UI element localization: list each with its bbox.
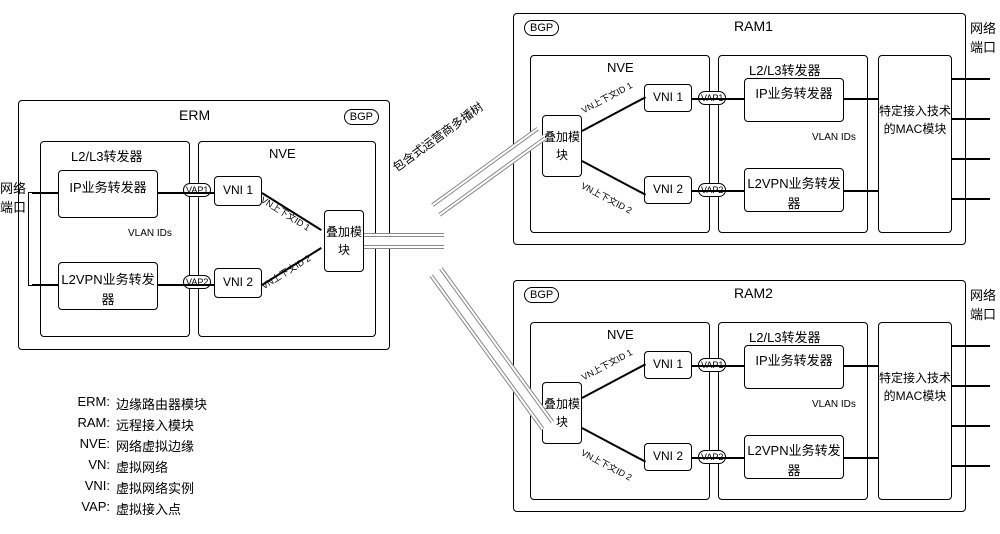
legend-vap: VAP:虚拟接入点 xyxy=(60,499,207,518)
ram2-l2vpn-forwarder-label: L2VPN业务转发器 xyxy=(747,443,840,478)
erm-overlay: 叠加模块 xyxy=(324,210,364,272)
erm-vap1: VAP1 xyxy=(183,183,211,197)
erm-vni1-label: VNI 1 xyxy=(223,183,253,197)
ram1-ip-forwarder: IP业务转发器 xyxy=(744,78,844,122)
ram1-port3 xyxy=(952,158,990,160)
ram1-l2vpn-forwarder: L2VPN业务转发器 xyxy=(744,168,844,212)
ram2-ip-forwarder: IP业务转发器 xyxy=(744,345,844,389)
ram1-bgp: BGP xyxy=(524,20,559,36)
ram2-mac: 特定接入技术的MAC模块 xyxy=(878,322,952,500)
erm-port-line2 xyxy=(32,284,58,286)
pipe-main xyxy=(364,233,444,249)
ram1-port4 xyxy=(952,198,990,200)
legend-nve-val: 网络虚拟边缘 xyxy=(116,436,194,455)
ram2-line-fw-mac1 xyxy=(844,365,878,367)
erm-bgp: BGP xyxy=(344,109,379,125)
ram1-line-vni2-fw xyxy=(692,190,744,192)
ram1-mac-label: 特定接入技术的MAC模块 xyxy=(879,104,951,136)
ram2-mac-label: 特定接入技术的MAC模块 xyxy=(879,371,951,403)
erm-vap2: VAP2 xyxy=(183,275,211,289)
legend-vn-val: 虚拟网络 xyxy=(116,457,168,476)
ram2-ip-forwarder-label: IP业务转发器 xyxy=(755,353,832,368)
ram2-line-fw-mac2 xyxy=(844,457,878,459)
ram1-vni2: VNI 2 xyxy=(644,176,692,204)
legend: ERM:边缘路由器模块 RAM:远程接入模块 NVE:网络虚拟边缘 VN:虚拟网… xyxy=(60,394,207,520)
ram1-line-fw-mac1 xyxy=(844,98,878,100)
legend-erm-val: 边缘路由器模块 xyxy=(116,394,207,413)
ram2-net-port: 网络端口 xyxy=(970,285,998,323)
erm-forwarder-title: L2/L3转发器 xyxy=(71,146,143,165)
ram2-line-vni1-fw xyxy=(692,365,744,367)
ram1-vlan-ids: VLAN IDs xyxy=(812,132,856,143)
erm-title: ERM xyxy=(179,107,210,123)
ram2-vni2: VNI 2 xyxy=(644,443,692,471)
ram1-l2vpn-forwarder-label: L2VPN业务转发器 xyxy=(747,176,840,211)
erm-port-line1 xyxy=(32,192,58,194)
ram2-title: RAM2 xyxy=(734,285,773,301)
ram2-vni1: VNI 1 xyxy=(644,351,692,379)
ram2-port4 xyxy=(952,465,990,467)
erm-ip-forwarder-label: IP业务转发器 xyxy=(69,180,146,195)
legend-vn: VN:虚拟网络 xyxy=(60,457,207,476)
erm-l2vpn-forwarder: L2VPN业务转发器 xyxy=(58,262,158,310)
ram1-vni1-label: VNI 1 xyxy=(653,90,683,104)
erm-overlay-label: 叠加模块 xyxy=(326,225,362,257)
ram2-forwarder-title: L2/L3转发器 xyxy=(749,327,821,346)
ram2-vni2-label: VNI 2 xyxy=(653,449,683,463)
legend-erm: ERM:边缘路由器模块 xyxy=(60,394,207,413)
ram2-port2 xyxy=(952,385,990,387)
ram2-bgp: BGP xyxy=(524,287,559,303)
erm-vni1: VNI 1 xyxy=(214,176,262,206)
legend-ram-val: 远程接入模块 xyxy=(116,415,194,434)
ram2-l2vpn-forwarder: L2VPN业务转发器 xyxy=(744,435,844,479)
ram1-ip-forwarder-label: IP业务转发器 xyxy=(755,86,832,101)
ram2-port3 xyxy=(952,425,990,427)
legend-vap-val: 虚拟接入点 xyxy=(116,499,181,518)
ram2-port1 xyxy=(952,345,990,347)
ram1-forwarder-title: L2/L3转发器 xyxy=(749,60,821,79)
legend-nve: NVE:网络虚拟边缘 xyxy=(60,436,207,455)
erm-line-ipfw-vni1 xyxy=(158,192,214,194)
legend-ram: RAM:远程接入模块 xyxy=(60,415,207,434)
ram2-line-vni2-fw xyxy=(692,457,744,459)
erm-net-port: 网络端口 xyxy=(0,178,30,216)
erm-vni2-label: VNI 2 xyxy=(223,275,253,289)
ram1-overlay: 叠加模块 xyxy=(542,115,582,177)
ram1-net-port: 网络端口 xyxy=(970,18,998,56)
multicast-label: 包含式运营商多播树 xyxy=(389,98,486,175)
ram1-mac: 特定接入技术的MAC模块 xyxy=(878,55,952,233)
erm-port-bracket xyxy=(28,192,33,286)
erm-l2vpn-forwarder-label: L2VPN业务转发器 xyxy=(61,272,154,307)
ram1-title: RAM1 xyxy=(734,18,773,34)
ram1-vni1: VNI 1 xyxy=(644,84,692,112)
ram1-nve-title: NVE xyxy=(607,60,634,75)
ram1-vni2-label: VNI 2 xyxy=(653,182,683,196)
legend-vni: VNI:虚拟网络实例 xyxy=(60,478,207,497)
ram1-port2 xyxy=(952,118,990,120)
erm-vlan-ids: VLAN IDs xyxy=(128,228,172,239)
erm-vni2: VNI 2 xyxy=(214,268,262,298)
ram1-port1 xyxy=(952,78,990,80)
erm-line-l2fw-vni2 xyxy=(158,284,214,286)
erm-ip-forwarder: IP业务转发器 xyxy=(58,170,158,218)
ram1-overlay-label: 叠加模块 xyxy=(544,130,580,162)
ram2-vlan-ids: VLAN IDs xyxy=(812,399,856,410)
ram1-line-fw-mac2 xyxy=(844,190,878,192)
ram1-line-vni1-fw xyxy=(692,98,744,100)
ram2-nve-title: NVE xyxy=(607,327,634,342)
legend-vni-val: 虚拟网络实例 xyxy=(116,478,194,497)
ram2-vni1-label: VNI 1 xyxy=(653,357,683,371)
erm-nve-title: NVE xyxy=(269,146,296,161)
